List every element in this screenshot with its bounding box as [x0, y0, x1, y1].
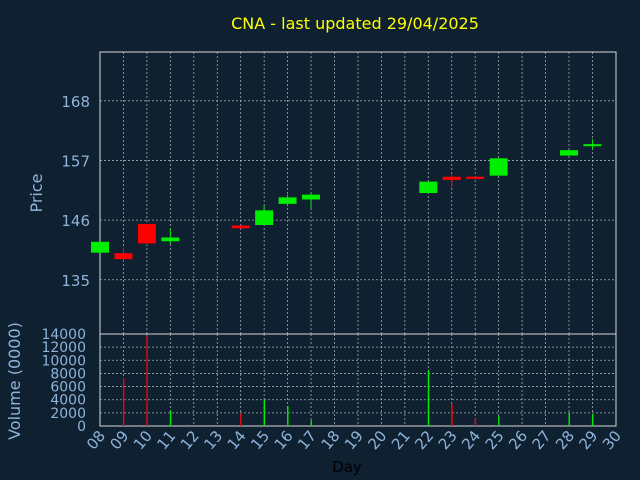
- x-tick-label: 26: [505, 427, 531, 453]
- candle-body: [255, 210, 274, 225]
- candle-body: [489, 158, 508, 176]
- price-tick-label: 157: [61, 152, 90, 170]
- volume-bar: [169, 410, 172, 426]
- volume-bar: [591, 414, 594, 426]
- volume-tick-label: 8000: [50, 366, 86, 382]
- volume-bar: [122, 378, 125, 426]
- volume-tick-label: 0: [77, 419, 86, 435]
- x-tick-label: 21: [388, 427, 414, 453]
- candle-body: [231, 225, 250, 229]
- x-tick-label: 20: [364, 427, 390, 453]
- x-tick-label: 22: [411, 427, 437, 453]
- candle-body: [161, 237, 180, 242]
- x-tick-label: 12: [177, 427, 203, 453]
- price-axis-label: Price: [27, 173, 46, 212]
- volume-tick-label: 14000: [41, 327, 86, 343]
- x-tick-label: 18: [318, 427, 344, 453]
- x-tick-label: 11: [153, 427, 179, 453]
- x-tick-label: 08: [83, 427, 109, 453]
- x-tick-label: 14: [224, 427, 250, 453]
- candle-body: [278, 197, 297, 204]
- x-tick-label: 25: [482, 427, 508, 453]
- x-tick-label: 29: [575, 427, 601, 453]
- volume-tick-label: 4000: [50, 393, 86, 409]
- volume-bar: [263, 399, 266, 426]
- volume-bar: [146, 335, 148, 426]
- x-tick-label: 16: [271, 427, 297, 453]
- volume-bar: [451, 404, 453, 426]
- volume-axis-label: Volume (0000): [5, 322, 24, 440]
- x-tick-label: 28: [552, 427, 578, 453]
- x-tick-label: 17: [294, 427, 320, 453]
- volume-bar: [474, 418, 477, 426]
- candle-body: [91, 241, 109, 253]
- x-tick-label: 15: [247, 427, 273, 453]
- volume-bar: [498, 416, 500, 426]
- volume-bar: [427, 370, 430, 426]
- x-tick-label: 19: [341, 427, 367, 453]
- candle-body: [442, 176, 461, 180]
- volume-tick-label: 6000: [50, 380, 86, 396]
- candle-body: [583, 144, 602, 147]
- x-tick-label: 30: [599, 427, 625, 453]
- candle-body: [419, 181, 438, 193]
- x-tick-label: 09: [106, 427, 132, 453]
- volume-tick-label: 10000: [41, 353, 86, 369]
- candle-body: [137, 223, 156, 244]
- price-tick-label: 135: [61, 272, 90, 290]
- x-tick-label: 10: [130, 427, 156, 453]
- candle-body: [466, 176, 485, 179]
- volume-bar: [310, 420, 312, 426]
- x-tick-label: 24: [458, 427, 484, 453]
- volume-tick-label: 2000: [50, 406, 86, 422]
- x-tick-label: 23: [435, 427, 461, 453]
- x-tick-label: 13: [200, 427, 226, 453]
- volume-bar: [287, 406, 289, 426]
- candle-body: [114, 253, 133, 260]
- x-axis-label: Day: [332, 458, 362, 476]
- volume-bar: [240, 413, 242, 426]
- price-tick-label: 168: [61, 93, 90, 111]
- x-tick-label: 27: [529, 427, 555, 453]
- candle-body: [302, 194, 321, 200]
- price-tick-label: 146: [61, 212, 90, 230]
- volume-bar: [568, 412, 570, 426]
- chart-title: CNA - last updated 29/04/2025: [231, 14, 479, 33]
- volume-tick-label: 12000: [41, 340, 86, 356]
- candle-body: [560, 150, 578, 156]
